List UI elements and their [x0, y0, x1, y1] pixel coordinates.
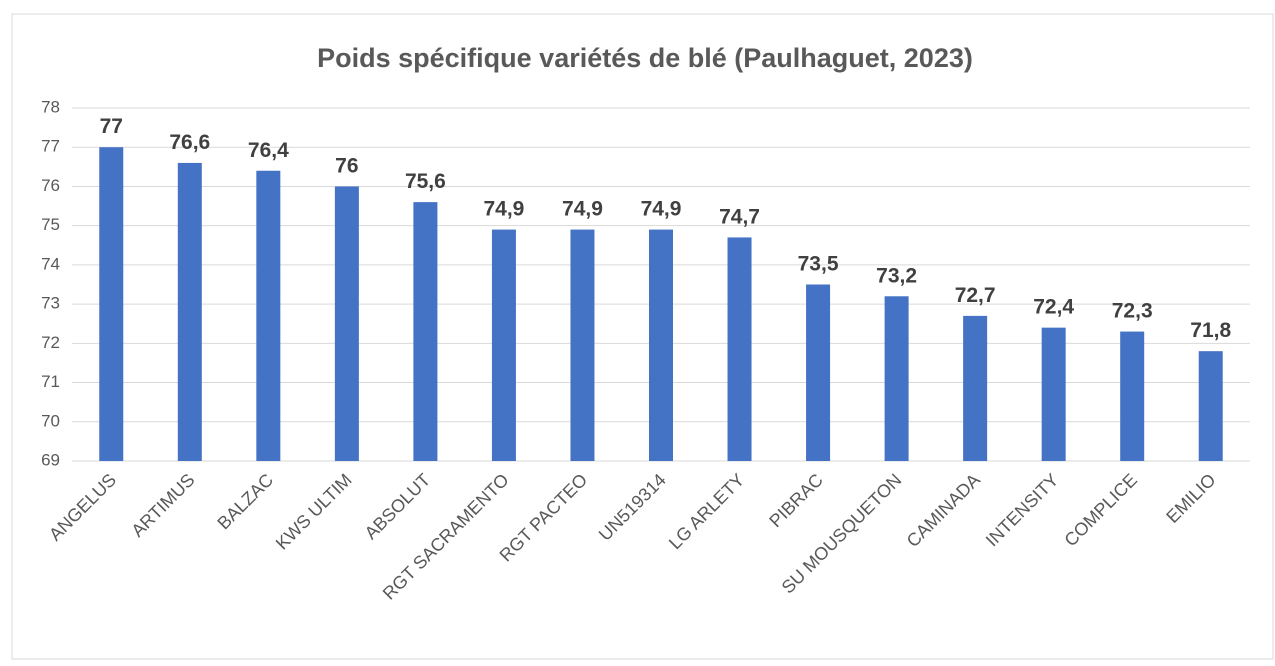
value-label: 76,6: [169, 131, 210, 154]
value-label: 74,7: [719, 205, 760, 228]
value-label: 71,8: [1190, 319, 1231, 342]
value-label: 75,6: [405, 170, 446, 193]
bar: [491, 229, 516, 461]
y-tick-label: 72: [41, 333, 60, 352]
bar: [884, 296, 909, 461]
y-tick-label: 73: [41, 294, 60, 313]
value-label: 74,9: [483, 198, 524, 221]
y-tick-label: 71: [41, 372, 60, 391]
y-tick-label: 70: [41, 411, 60, 430]
bar: [99, 147, 124, 461]
bar: [1198, 351, 1223, 461]
y-tick-label: 69: [41, 450, 60, 469]
bar: [649, 229, 673, 461]
bar: [334, 186, 359, 461]
bar: [1041, 327, 1066, 461]
value-label: 72,3: [1112, 300, 1153, 323]
bar: [256, 170, 281, 461]
value-label: 74,9: [562, 198, 603, 221]
y-tick-label: 74: [41, 254, 60, 273]
value-label: 74,9: [641, 198, 682, 221]
value-label: 76,4: [248, 139, 289, 162]
bar: [727, 237, 752, 461]
bar: [963, 315, 988, 461]
chart-title: Poids spécifique variétés de blé (Paulha…: [317, 43, 973, 73]
value-label: 72,4: [1033, 296, 1074, 319]
y-tick-label: 76: [41, 176, 60, 195]
y-tick-label: 75: [41, 215, 60, 234]
value-label: 73,2: [876, 264, 917, 287]
value-label: 73,5: [798, 253, 839, 276]
bar: [1120, 331, 1145, 461]
bar: [177, 162, 202, 461]
value-label: 77: [100, 115, 123, 138]
y-tick-label: 78: [41, 97, 60, 116]
bar: [806, 284, 831, 461]
bar: [413, 202, 438, 461]
bar: [570, 229, 595, 461]
value-label: 76: [335, 154, 358, 177]
y-tick-label: 77: [41, 137, 60, 156]
value-label: 72,7: [955, 284, 996, 307]
